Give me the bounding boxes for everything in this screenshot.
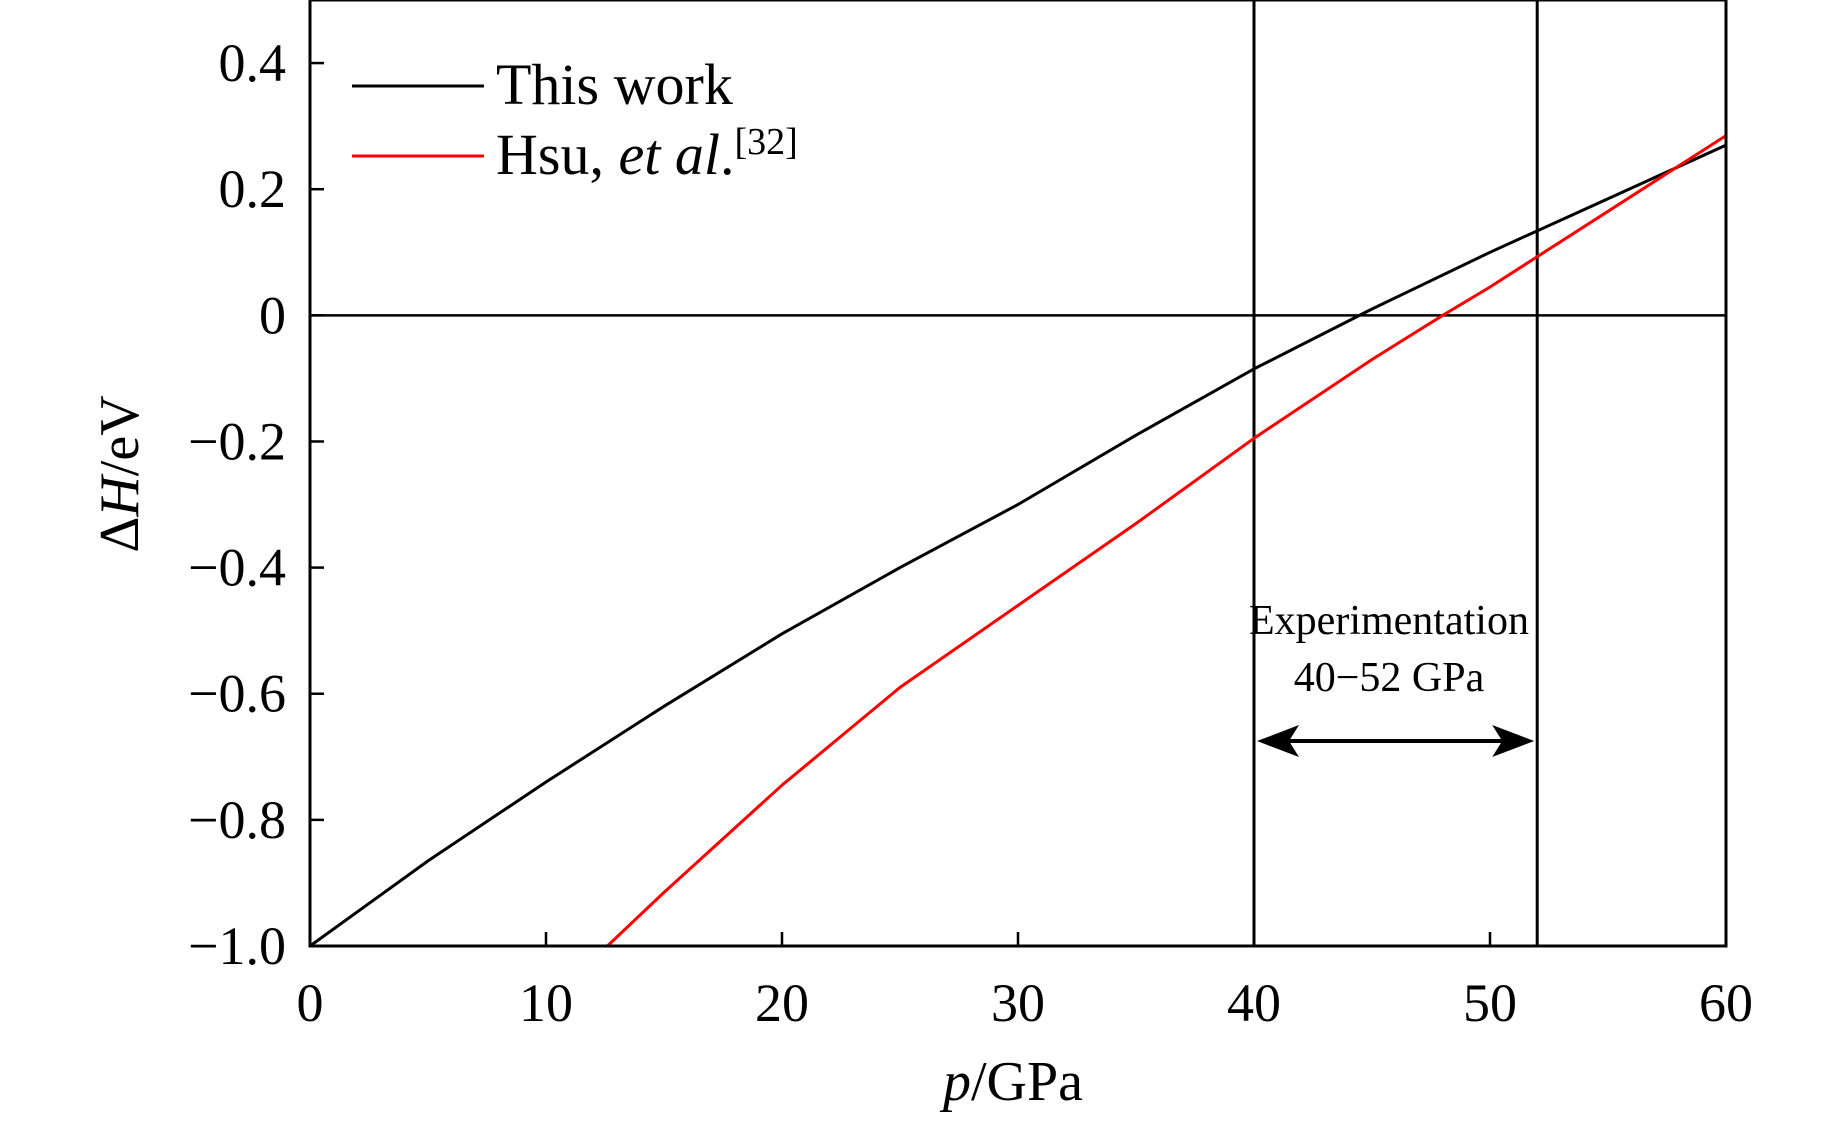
y-tick-label: −1.0 [188, 916, 286, 976]
x-tick-label: 60 [1699, 973, 1753, 1033]
x-tick-label: 10 [519, 973, 573, 1033]
annotation-arrowhead-right [1492, 725, 1535, 758]
y-axis-title: ΔH/eV [89, 395, 151, 552]
annotation-arrowhead-left [1257, 725, 1299, 758]
annotation-line-1: Experimentation [1249, 598, 1529, 644]
y-tick-label: −0.4 [188, 538, 286, 598]
plot-area [309, 0, 1727, 948]
axes: 0 10 20 30 40 50 60 0.4 0.2 0 −0.2 −0.4 −0.6 −0.8 −1.0 [188, 0, 1753, 1033]
legend: This work Hsu, et al.[32] [352, 52, 798, 187]
y-tick-label: −0.8 [188, 790, 286, 850]
legend-label-this-work: This work [496, 52, 733, 117]
x-tick-label: 50 [1463, 973, 1517, 1033]
y-tick-label: 0.4 [219, 33, 287, 93]
annotation-line-2: 40−52 GPa [1294, 655, 1485, 701]
x-tick-label: 30 [991, 973, 1045, 1033]
y-tick-label: −0.6 [188, 664, 286, 724]
x-axis-title: p/GPa [939, 1051, 1083, 1113]
x-tick-label: 20 [755, 973, 809, 1033]
y-tick-label: 0 [259, 285, 286, 345]
experiment-annotation: Experimentation 40−52 GPa [1249, 598, 1529, 701]
x-tick-label: 40 [1227, 973, 1281, 1033]
legend-label-hsu: Hsu, et al.[32] [496, 121, 798, 187]
series-line-hsu [606, 134, 1727, 948]
series-line-this-work [309, 143, 1727, 948]
y-tick-label: −0.2 [188, 411, 286, 471]
y-tick-label: 0.2 [219, 159, 287, 219]
x-tick-label: 0 [297, 973, 324, 1033]
